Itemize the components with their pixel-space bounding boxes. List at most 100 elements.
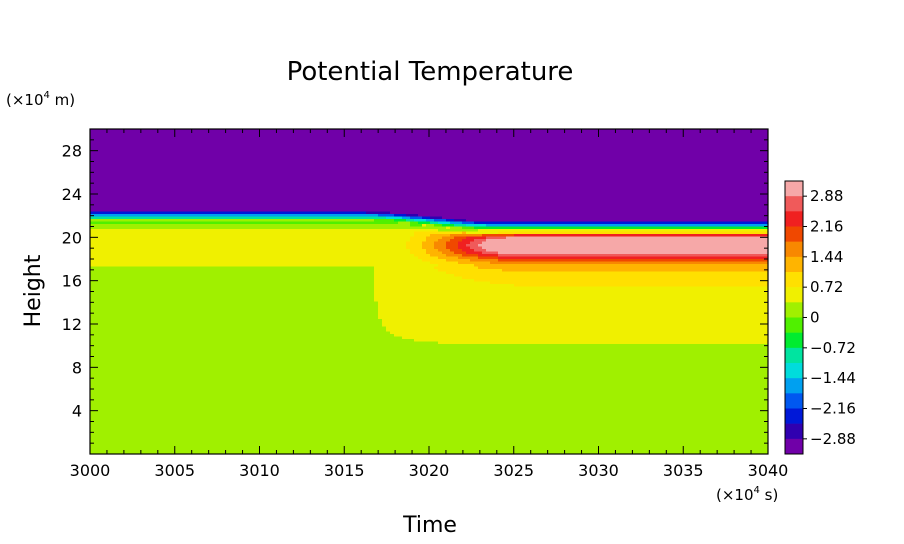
heatmap-cell — [158, 134, 162, 137]
heatmap-cell — [290, 144, 294, 147]
heatmap-cell — [634, 152, 638, 155]
heatmap-cell — [362, 152, 366, 155]
heatmap-cell — [614, 142, 618, 145]
heatmap-cell — [358, 147, 362, 150]
heatmap-cell — [238, 154, 242, 157]
heatmap-cell — [710, 137, 714, 140]
heatmap-cell — [442, 159, 446, 162]
heatmap-cell — [370, 154, 374, 157]
heatmap-cell — [338, 149, 342, 152]
heatmap-cell — [206, 154, 210, 157]
heatmap-cell — [654, 157, 658, 160]
heatmap-cell — [226, 139, 230, 142]
heatmap-cell — [486, 147, 490, 150]
heatmap-cell — [282, 149, 286, 152]
heatmap-cell — [498, 134, 502, 137]
heatmap-cell — [738, 159, 742, 162]
heatmap-cell — [466, 134, 470, 137]
heatmap-cell — [602, 157, 606, 160]
heatmap-cell — [642, 134, 646, 137]
heatmap-cell — [558, 134, 562, 137]
heatmap-cell — [450, 132, 454, 135]
heatmap-cell — [226, 132, 230, 135]
heatmap-cell — [338, 157, 342, 160]
heatmap-cell — [546, 139, 550, 142]
heatmap-cell — [130, 134, 134, 137]
heatmap-cell — [146, 162, 150, 165]
heatmap-cell — [202, 142, 206, 145]
heatmap-cell — [474, 152, 478, 155]
heatmap-cell — [306, 142, 310, 145]
heatmap-cell — [330, 142, 334, 145]
heatmap-cell — [330, 159, 334, 162]
heatmap-cell — [298, 139, 302, 142]
heatmap-cell — [594, 157, 598, 160]
heatmap-cell — [418, 154, 422, 157]
heatmap-cell — [374, 144, 378, 147]
heatmap-cell — [710, 162, 714, 165]
heatmap-cell — [718, 147, 722, 150]
heatmap-cell — [306, 159, 310, 162]
heatmap-cell — [690, 137, 694, 140]
heatmap-cell — [546, 152, 550, 155]
heatmap-cell — [198, 159, 202, 162]
heatmap-cell — [346, 132, 350, 135]
heatmap-cell — [234, 157, 238, 160]
heatmap-cell — [494, 142, 498, 145]
heatmap-cell — [594, 142, 598, 145]
heatmap-cell — [174, 139, 178, 142]
y-unit-label: (×104 m) — [6, 90, 75, 109]
heatmap-cell — [470, 132, 474, 135]
heatmap-cell — [402, 139, 406, 142]
heatmap-cell — [326, 144, 330, 147]
heatmap-cell — [658, 147, 662, 150]
heatmap-cell — [710, 157, 714, 160]
heatmap-cell — [226, 157, 230, 160]
heatmap-cell — [338, 132, 342, 135]
heatmap-cell — [282, 159, 286, 162]
heatmap-cell — [650, 157, 654, 160]
heatmap-cell — [722, 147, 726, 150]
heatmap-cell — [414, 132, 418, 135]
heatmap-cell — [586, 159, 590, 162]
heatmap-cell — [402, 149, 406, 152]
heatmap-cell — [206, 134, 210, 137]
heatmap-cell — [186, 152, 190, 155]
heatmap-cell — [666, 154, 670, 157]
heatmap-cell — [638, 134, 642, 137]
heatmap-cell — [486, 132, 490, 135]
heatmap-cell — [526, 147, 530, 150]
heatmap-cell — [514, 144, 518, 147]
heatmap-cell — [202, 137, 206, 140]
heatmap-cell — [390, 162, 394, 165]
heatmap-cell — [610, 142, 614, 145]
heatmap-cell — [442, 142, 446, 145]
heatmap-cell — [138, 132, 142, 135]
heatmap-cell — [758, 147, 762, 150]
heatmap-cell — [310, 157, 314, 160]
heatmap-cell — [214, 147, 218, 150]
heatmap-cell — [106, 137, 110, 140]
heatmap-cell — [230, 154, 234, 157]
heatmap-cell — [150, 139, 154, 142]
heatmap-cell — [254, 142, 258, 145]
heatmap-cell — [402, 159, 406, 162]
heatmap-cell — [650, 137, 654, 140]
heatmap-cell — [190, 164, 194, 167]
heatmap-cell — [218, 132, 222, 135]
heatmap-cell — [494, 159, 498, 162]
heatmap-cell — [574, 162, 578, 165]
heatmap-cell — [518, 137, 522, 140]
heatmap-cell — [690, 159, 694, 162]
heatmap-cell — [710, 144, 714, 147]
heatmap-cell — [694, 147, 698, 150]
heatmap-cell — [134, 162, 138, 165]
heatmap-cell — [158, 154, 162, 157]
heatmap-cell — [686, 149, 690, 152]
heatmap-cell — [194, 159, 198, 162]
heatmap-cell — [674, 154, 678, 157]
heatmap-cell — [258, 142, 262, 145]
heatmap-cell — [338, 134, 342, 137]
heatmap-cell — [390, 147, 394, 150]
heatmap-cell — [722, 162, 726, 165]
